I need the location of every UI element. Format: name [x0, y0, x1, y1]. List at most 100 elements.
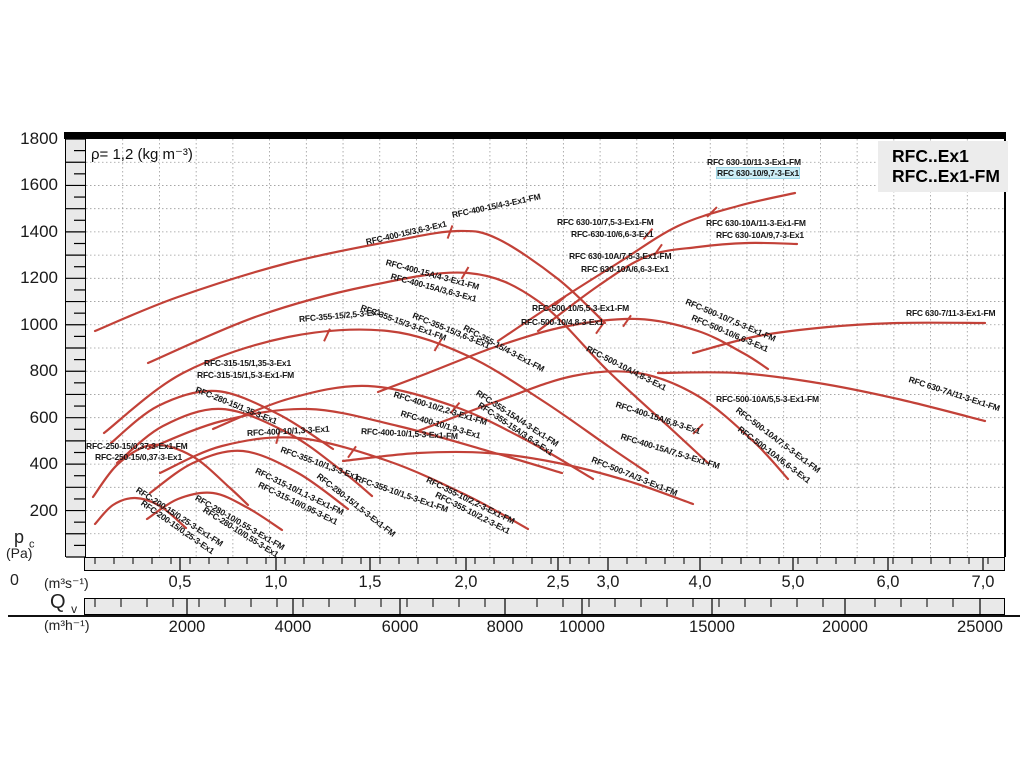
curve-label: RFC-400-10/1,5-3-Ex1-FM: [360, 426, 459, 442]
y-tick-label: 600: [29, 407, 58, 427]
curve-RFC-500-10/4,8-7,5: [376, 317, 770, 394]
m3s-tick-label: 2,5: [546, 573, 570, 591]
curve-label: RFC-500-10A/6,6-3-Ex1: [735, 424, 813, 486]
plot-top-border: [64, 132, 1006, 139]
curve-division-tick: [323, 328, 331, 342]
curve-label: RFC-500-10A/7,5-3-Ex1-FM: [733, 405, 823, 475]
m3h-tick-label: 4000: [274, 618, 312, 636]
legend-line-2: RFC..Ex1-FM: [892, 166, 1000, 186]
curve-label: RFC-400-15A/3,6-3-Ex1: [389, 271, 478, 304]
y-axis-zero: 0: [10, 572, 19, 589]
curve-label: RFC-400-15A/4-3-Ex1-FM: [384, 257, 481, 292]
curve-label: RFC 630-10A/7,5-3-Ex1-FM: [569, 251, 672, 261]
curve-RFC-500-10A/4,8-7,5: [416, 370, 790, 481]
curve-division-tick: [446, 225, 454, 239]
curve-label: RFC-500-10/5,5-3-Ex1-FM: [532, 303, 629, 313]
curve-label: RFC-280-15/1,5-3-Ex1-FM: [314, 471, 398, 539]
curve-division-tick: [653, 243, 663, 257]
y-tick-label: 1800: [20, 129, 58, 148]
curve-label: RFC-315-15/1,35-3-Ex1: [204, 358, 291, 368]
curve-label: RFC-280-10/0,55-3-Ex1-FM: [193, 492, 287, 553]
x-axis-m3s-unit: (m³s⁻¹): [44, 575, 89, 591]
curve-RFC-200-15/0,25: [93, 496, 188, 530]
curve-label: RFC-355-10/1,5-3-Ex1-FM: [354, 473, 450, 515]
curve-RFC-280-10/0,55: [145, 491, 284, 532]
curve-label: RFC-400-15A/6,8-3-Ex1: [614, 399, 702, 437]
curve-division-tick: [433, 338, 443, 352]
curve-division-tick: [275, 429, 281, 445]
m3s-tick-label: 0,5: [168, 573, 192, 591]
curve-RFC-630-7A/11: [656, 371, 987, 423]
x-axis-m3h-unit: (m³h⁻¹): [44, 617, 90, 633]
curve-label: RFC-400-15/3,6-3-Ex1: [364, 218, 448, 247]
flow-ruler-m3s: [84, 557, 1005, 571]
y-tick-label: 800: [29, 361, 58, 381]
curve-division-tick: [553, 295, 567, 307]
curve-RFC-400-15A/3,6-7,5: [146, 271, 710, 465]
curve-label: RFC-400-15/4-3-Ex1-FM: [450, 191, 542, 220]
m3h-tick-label: 8000: [486, 618, 524, 636]
curve-label: RFC-500-10A/5,5-3-Ex1-FM: [716, 394, 819, 404]
curve-division-tick: [347, 445, 357, 459]
curve-label: RFC-500-7A/3-3-Ex1-FM: [590, 454, 679, 498]
m3h-tick-label: 25000: [957, 618, 1003, 636]
curve-RFC-400-15/3,6-4: [93, 229, 607, 333]
curve-label: RFC-355-15A/3,6-3-Ex1: [476, 399, 556, 458]
m3h-tick-label: 20000: [822, 618, 868, 636]
m3h-tick-label: 6000: [381, 618, 419, 636]
curve-label: RFC-500-10/4,8-3-Ex1: [521, 317, 604, 327]
m3s-tick-label: 1,0: [264, 573, 288, 591]
m3s-tick-label: 3,0: [596, 573, 620, 591]
m3s-tick-label: 1,5: [358, 573, 382, 591]
curve-division-tick: [642, 227, 654, 241]
curve-division-tick: [449, 401, 461, 415]
m3s-tick-label: 4,0: [688, 573, 712, 591]
curve-division-tick: [692, 423, 704, 435]
curve-label: RFC 630-10A/11-3-Ex1-FM: [706, 218, 806, 228]
curve-label: RFC-355-15/2,5-3-Ex1: [298, 306, 382, 324]
curve-label: RFC-250-15/0,37-3-Ex1: [95, 452, 182, 462]
curve-division-tick: [595, 321, 605, 335]
y-tick-label: 1200: [20, 268, 58, 288]
curve-label: RFC-500-10/7,5-3-Ex1-FM: [684, 296, 778, 344]
curve-RFC-355-15A/3,6-4: [211, 384, 595, 481]
pressure-ruler: [65, 139, 86, 557]
curve-RFC-315-10/0,95-1,1: [148, 449, 350, 511]
curve-label: RFC-355-10/2,2-3-Ex1-FM: [424, 474, 517, 527]
curve-label: RFC 630-7A/11-3-Ex1-FM: [907, 374, 1002, 414]
curve-label: RFC-355-15/3-3-Ex1-FM: [359, 302, 448, 343]
curve-label: RFC 630-7/11-3-Ex1-FM: [906, 308, 996, 318]
m3h-tick-label: 2000: [168, 618, 206, 636]
curve-label: RFC-280-10/0,55-3-Ex1: [201, 504, 281, 560]
flow-ruler-m3h: [84, 598, 1005, 615]
density-annotation: ρ= 1,2 (kg m⁻³): [91, 146, 193, 163]
curve-label: RFC-200-15/0,25-3-Ex1: [139, 497, 217, 556]
curve-RFC-250-15/0,37: [91, 443, 250, 507]
bottom-separator-line: [8, 615, 1020, 617]
m3s-tick-label: 6,0: [876, 573, 900, 591]
curve-RFC-315-15/1,35-1,5: [109, 389, 335, 451]
x-axis-q-name: Q v: [50, 591, 78, 616]
y-axis-unit: (Pa): [6, 545, 33, 561]
curve-label: RFC 630-10A/6,6-3-Ex1: [581, 264, 669, 274]
y-tick-label: 1000: [20, 314, 58, 334]
curve-label: RFC-200-15/0,25-3-Ex1-FM: [134, 484, 225, 549]
m3h-tick-label: 15000: [689, 618, 735, 636]
curve-RFC-355-10/1,3-2,2: [158, 436, 530, 531]
y-tick-label: 1400: [20, 221, 58, 241]
m3h-tick-label: 10000: [559, 618, 605, 636]
y-tick-label: 400: [29, 454, 58, 474]
m3s-tick-label: 5,0: [781, 573, 805, 591]
curve-RFC-400-10/1,3-2,2: [146, 407, 564, 475]
curve-label: RFC 630-10/7,5-3-Ex1-FM: [557, 217, 654, 227]
curve-label: RFC 630-10/9,7-3-Ex1: [716, 167, 800, 179]
curve-label: RFC-315-15/1,5-3-Ex1-FM: [197, 370, 294, 380]
curve-label: RFC-355-10/2,2-3-Ex1: [433, 489, 512, 536]
curve-label: RFC-400-10/2,2-3-Ex1-FM: [392, 389, 489, 428]
curve-label: RFC-500-10A/4,8-3-Ex1: [584, 343, 669, 393]
curve-division-tick: [706, 206, 718, 218]
y-axis-name: p c: [14, 527, 35, 551]
y-tick-label: 200: [29, 500, 58, 520]
curve-label: RFC 630-10/11-3-Ex1-FM: [707, 157, 801, 167]
